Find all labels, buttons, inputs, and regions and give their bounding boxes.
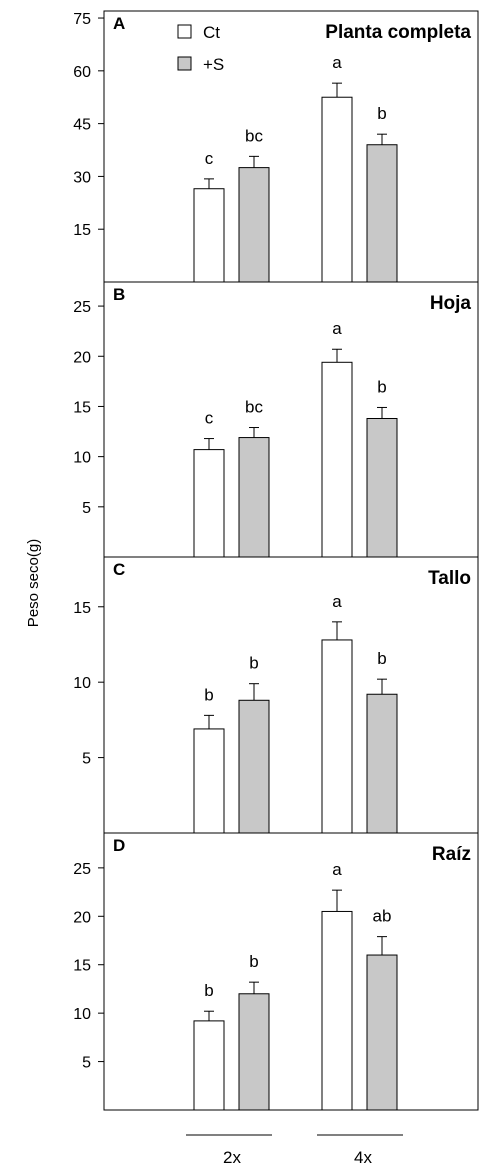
significance-label: c — [205, 409, 214, 428]
significance-label: c — [205, 149, 214, 168]
significance-label: b — [249, 952, 258, 971]
bar-4x-plus-s — [366, 144, 398, 283]
significance-label: ab — [373, 907, 392, 926]
significance-label: a — [332, 53, 342, 72]
x-group-label: 2x — [223, 1148, 241, 1167]
significance-label: bc — [245, 126, 263, 145]
significance-label: b — [249, 654, 258, 673]
significance-label: a — [332, 860, 342, 879]
y-tick-label: 15 — [73, 600, 91, 617]
bar-2x-plus-s — [238, 699, 270, 834]
x-axis-groups: 2x 4x — [186, 1134, 403, 1167]
y-tick-label: 25 — [73, 299, 91, 316]
bar-2x-ct — [193, 1020, 225, 1111]
bar-4x-ct — [321, 361, 353, 558]
legend-swatch-plus-s — [177, 56, 192, 71]
x-group-label: 4x — [354, 1148, 372, 1167]
significance-label: b — [377, 649, 386, 668]
bar-2x-plus-s — [238, 437, 270, 558]
bar-4x-plus-s — [366, 417, 398, 558]
bar-4x-plus-s — [366, 954, 398, 1111]
panel-letter: B — [113, 285, 125, 304]
panel-frame — [103, 10, 479, 283]
significance-label: b — [377, 104, 386, 123]
panel-frame — [103, 281, 479, 558]
bar-2x-ct — [193, 188, 225, 283]
y-axis-label: Peso seco(g) — [25, 539, 42, 627]
y-tick-label: 5 — [82, 751, 91, 768]
y-tick-label: 45 — [73, 117, 91, 134]
y-tick-label: 10 — [73, 450, 91, 467]
panel-title: Hoja — [430, 293, 472, 314]
legend-label-ct: Ct — [203, 23, 220, 42]
y-tick-label: 15 — [73, 958, 91, 975]
bar-2x-plus-s — [238, 167, 270, 283]
bar-2x-plus-s — [238, 993, 270, 1111]
bar-4x-ct — [321, 639, 353, 834]
y-tick-label: 15 — [73, 399, 91, 416]
y-tick-label: 15 — [73, 222, 91, 239]
significance-label: b — [204, 981, 213, 1000]
y-tick-label: 30 — [73, 169, 91, 186]
panel-d: 5 10 15 20 25 D Raíz b b a ab — [73, 832, 479, 1111]
panel-title: Planta completa — [325, 22, 471, 43]
y-tick-label: 75 — [73, 11, 91, 28]
significance-label: b — [204, 685, 213, 704]
panel-frame — [103, 556, 479, 834]
panel-letter: D — [113, 836, 125, 855]
bar-4x-ct — [321, 910, 353, 1111]
legend-label-plus-s: +S — [203, 55, 224, 74]
panel-title: Tallo — [428, 568, 471, 589]
y-tick-label: 25 — [73, 861, 91, 878]
significance-label: a — [332, 592, 342, 611]
panel-b: 5 10 15 20 25 B Hoja c bc a b — [73, 281, 479, 558]
bar-4x-ct — [321, 96, 353, 283]
panel-c: 5 10 15 C Tallo b b a b — [73, 556, 479, 834]
y-tick-label: 20 — [73, 349, 91, 366]
significance-label: a — [332, 319, 342, 338]
panel-frame — [103, 832, 479, 1111]
panel-letter: A — [113, 14, 125, 33]
y-tick-label: 5 — [82, 500, 91, 517]
y-tick-label: 5 — [82, 1055, 91, 1072]
legend-swatch-ct — [177, 24, 192, 39]
bar-4x-plus-s — [366, 693, 398, 834]
significance-label: bc — [245, 398, 263, 417]
panel-letter: C — [113, 560, 125, 579]
y-tick-label: 20 — [73, 909, 91, 926]
bar-2x-ct — [193, 449, 225, 558]
bar-2x-ct — [193, 728, 225, 834]
y-tick-label: 60 — [73, 64, 91, 81]
significance-label: b — [377, 377, 386, 396]
panel-title: Raíz — [432, 844, 471, 865]
y-tick-label: 10 — [73, 1006, 91, 1023]
y-tick-label: 10 — [73, 675, 91, 692]
panel-a: 15 30 45 60 75 A Planta completa Ct +S c bc a b — [73, 10, 479, 283]
